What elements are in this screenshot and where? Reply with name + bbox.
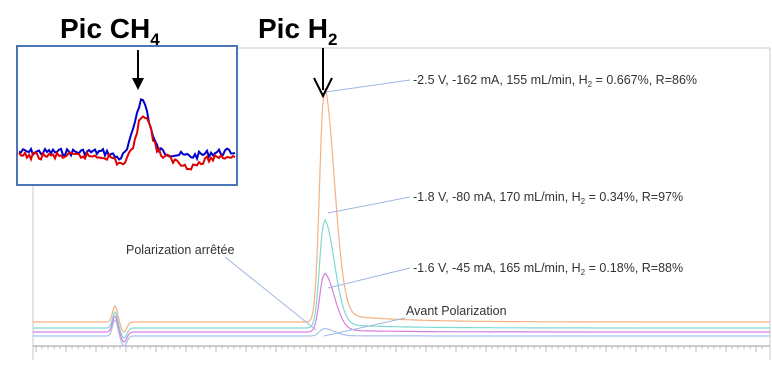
inset-series-2-trace [18, 115, 236, 171]
inset-traces [18, 97, 236, 171]
before-polarization-label: Avant Polarization [406, 304, 507, 318]
series-3-trace [33, 272, 770, 343]
series-4-trace [33, 319, 770, 347]
polarization-stopped-label: Polarization arrêtée [126, 243, 234, 257]
series-2-label: -1.8 V, -80 mA, 170 mL/min, H2 = 0.34%, … [413, 190, 683, 206]
x-axis-ticks [35, 346, 763, 352]
pic-h2-label: Pic H2 [258, 13, 338, 49]
series-1-label: -2.5 V, -162 mA, 155 mL/min, H2 = 0.667%… [413, 73, 697, 89]
series-3-label: -1.6 V, -45 mA, 165 mL/min, H2 = 0.18%, … [413, 261, 683, 277]
inset-series-1-trace [18, 97, 236, 162]
arrowhead-pic-h2 [313, 77, 333, 99]
leader-series-2 [327, 196, 411, 214]
leader-series-1 [325, 79, 411, 93]
series-2-trace [33, 218, 770, 339]
inset-frame [16, 45, 238, 186]
annotation-arrows [224, 48, 411, 337]
chromatogram-traces [33, 88, 770, 347]
leader-series-3 [327, 267, 411, 289]
inset-ch4-zoom [16, 45, 238, 186]
series-1-trace [33, 88, 770, 333]
leader-stopped [224, 256, 317, 331]
arrowhead-pic-ch4 [132, 78, 144, 90]
leader-before [323, 317, 406, 337]
pic-ch4-label: Pic CH4 [60, 13, 160, 49]
